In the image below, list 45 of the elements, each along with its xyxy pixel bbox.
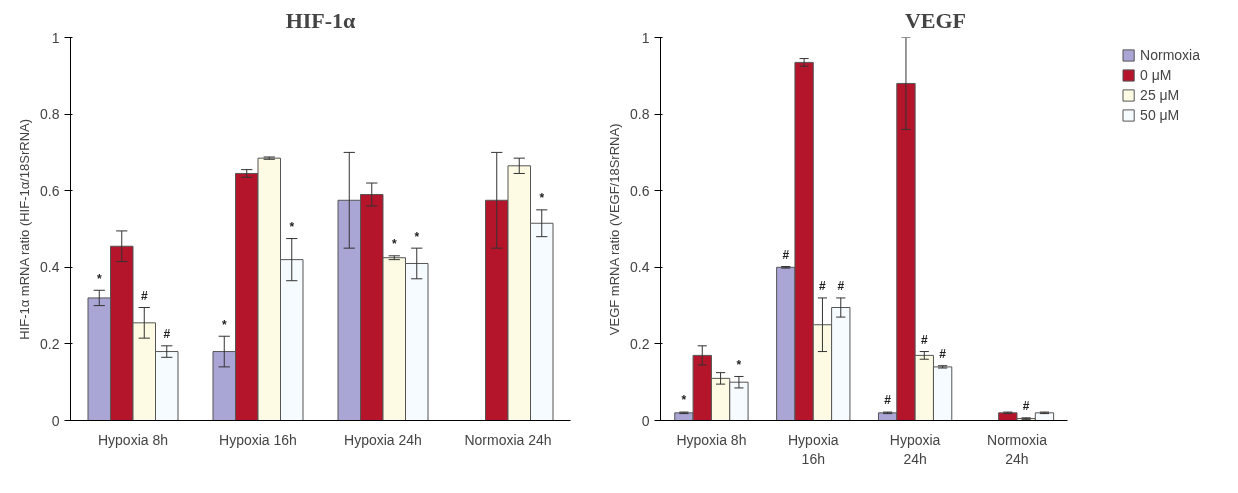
- data-label: *: [221, 317, 227, 332]
- y-axis-title: HIF-1α mRNA ratio (HIF-1α/18SrRNA): [17, 118, 33, 340]
- legend-label: 25 μM: [1140, 87, 1180, 103]
- data-label: *: [736, 357, 742, 372]
- data-label: #: [163, 327, 171, 342]
- x-tick-label: Hypoxia 16h: [219, 431, 297, 448]
- y-tick-label: 0.8: [630, 106, 650, 123]
- data-label: #: [920, 332, 928, 347]
- data-label: *: [681, 393, 687, 408]
- data-label: *: [96, 271, 102, 286]
- y-tick-label: 0.2: [630, 335, 650, 352]
- legend-label: 0 μM: [1140, 67, 1172, 83]
- data-label: *: [391, 237, 397, 252]
- data-label: *: [414, 229, 420, 244]
- y-tick-label: 0: [641, 412, 650, 429]
- data-label: #: [140, 288, 148, 303]
- legend-label: Normoxia: [1140, 47, 1200, 63]
- data-label: #: [884, 393, 892, 408]
- y-axis-title: VEGF mRNA ratio (VEGF/18SrRNA): [607, 123, 623, 336]
- y-tick-label: 0.8: [40, 106, 60, 123]
- y-tick-label: 1: [641, 29, 650, 46]
- y-tick-label: 1: [51, 29, 60, 46]
- x-tick-label: Hypoxia 24h: [344, 431, 422, 448]
- legend-label: 50 μM: [1140, 107, 1180, 123]
- y-tick-label: 0.4: [40, 259, 60, 276]
- x-tick-label: Hypoxia 16h: [787, 431, 839, 467]
- y-tick-label: 0.2: [40, 335, 60, 352]
- y-tick-label: 0: [51, 412, 60, 429]
- data-label: *: [289, 219, 295, 234]
- x-tick-label: Normoxia 24h: [987, 431, 1048, 467]
- y-tick-label: 0.6: [40, 182, 60, 199]
- x-tick-label: Hypoxia 8h: [97, 431, 169, 448]
- x-tick-label: Hypoxia 8h: [676, 431, 747, 448]
- data-label: #: [819, 279, 827, 294]
- y-tick-label: 0.4: [630, 259, 650, 276]
- chart-title: HIF-1α: [285, 7, 357, 33]
- data-label: #: [837, 279, 845, 294]
- x-tick-label: Hypoxia 24h: [889, 431, 941, 467]
- chart-title: VEGF: [904, 7, 967, 33]
- x-tick-label: Normoxia 24h: [464, 431, 552, 448]
- y-tick-label: 0.6: [630, 182, 650, 199]
- data-label: #: [939, 347, 947, 362]
- data-label: #: [1022, 399, 1030, 414]
- data-label: #: [782, 247, 790, 262]
- data-label: *: [539, 191, 545, 206]
